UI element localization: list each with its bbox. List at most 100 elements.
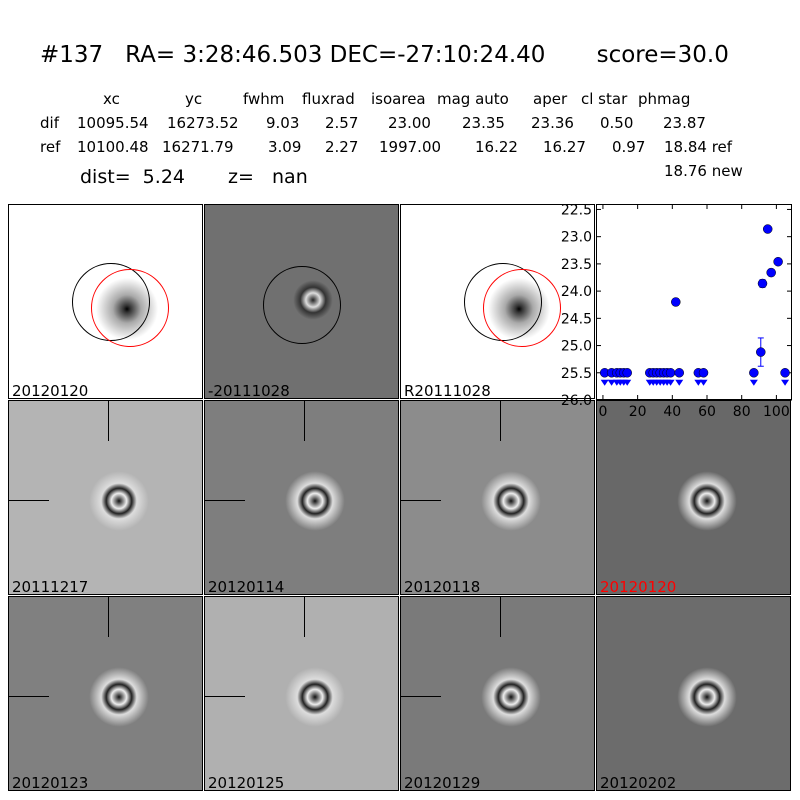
stamp-date-label: 20120118 <box>404 578 481 595</box>
crosshair-horizontal <box>9 500 49 501</box>
y-tick-label: 24.0 <box>561 284 592 300</box>
crosshair-vertical <box>304 401 305 441</box>
ref-value: 10100.48 <box>77 138 149 156</box>
y-tick-label: 23.5 <box>561 257 592 273</box>
page-title: #137 RA= 3:28:46.503 DEC=-27:10:24.40 sc… <box>40 42 729 68</box>
crosshair-horizontal <box>205 500 245 501</box>
stamp-date-label: 20120129 <box>404 774 481 791</box>
image-stamp: 20120114 <box>204 400 399 595</box>
ref-value: 3.09 <box>268 138 302 156</box>
column-header: isoarea <box>371 90 426 108</box>
crosshair-vertical <box>108 597 109 637</box>
light-curve-plot: 22.5 23.0 23.5 24.0 24.5 25.0 25.5 26.0 0 20 40 60 8… <box>561 202 792 420</box>
crosshair-horizontal <box>9 696 49 697</box>
redshift-value: z= nan <box>228 166 308 188</box>
dif-value: 16273.52 <box>167 114 239 132</box>
row-label-ref: ref <box>40 138 61 156</box>
image-stamp: 20120118 <box>400 400 595 595</box>
image-stamp: 20120120 <box>596 400 791 595</box>
column-header: mag auto <box>437 90 509 108</box>
stamp-date-label: 20120114 <box>208 578 285 595</box>
column-header: yc <box>185 90 203 108</box>
dif-value: 2.57 <box>325 114 359 132</box>
upper-limit-arrow <box>666 379 675 386</box>
stamp-date-label: 20120120 <box>600 578 677 595</box>
image-stamp: 20120202 <box>596 596 791 791</box>
dist-value: dist= 5.24 <box>80 166 185 188</box>
x-tick-label: 20 <box>629 404 647 420</box>
stamp-date-label: 20120202 <box>600 774 677 791</box>
stamp-date-label: 20120123 <box>12 774 89 791</box>
column-header: xc <box>103 90 120 108</box>
crosshair-vertical <box>500 401 501 441</box>
row-label-dif: dif <box>40 114 59 132</box>
crosshair-horizontal <box>401 696 441 697</box>
upper-limit-point <box>698 368 709 378</box>
x-tick-label: 100 <box>763 404 790 420</box>
upper-limit-arrow <box>781 379 790 386</box>
source-residual <box>285 667 345 727</box>
ref-value: 2.27 <box>325 138 359 156</box>
source-residual <box>285 471 345 531</box>
x-tick-label: 40 <box>663 404 681 420</box>
ref-value: 0.97 <box>612 138 646 156</box>
source-residual <box>677 667 737 727</box>
stamp-date-label: 20120125 <box>208 774 285 791</box>
detection-point <box>757 278 768 289</box>
new-mag: 18.76 new <box>664 162 743 180</box>
detection-point <box>766 267 776 278</box>
detection-point <box>773 256 783 267</box>
dif-value: 23.36 <box>531 114 574 132</box>
crosshair-horizontal <box>401 500 441 501</box>
plot-frame <box>596 204 792 400</box>
column-header: phmag <box>638 90 691 108</box>
column-header: cl star <box>581 90 628 108</box>
x-tick-label: 0 <box>598 404 607 420</box>
y-tick-label: 24.5 <box>561 311 592 327</box>
image-stamp: R20111028 <box>400 204 595 399</box>
dif-circle <box>91 269 169 347</box>
crosshair-vertical <box>304 597 305 637</box>
source-residual <box>481 667 541 727</box>
ref-value: 18.84 ref <box>664 138 733 156</box>
y-tick-label: 25.0 <box>561 339 592 355</box>
column-header: fwhm <box>243 90 285 108</box>
detection-point <box>756 347 766 357</box>
image-stamp: 20120123 <box>8 596 203 791</box>
image-stamp: -20111028 <box>204 204 399 399</box>
stamp-date-label: 20120120 <box>12 382 89 399</box>
y-tick-label: 23.0 <box>561 230 592 246</box>
source-residual <box>481 471 541 531</box>
column-header: aper <box>533 90 568 108</box>
image-stamp: 20120125 <box>204 596 399 791</box>
source-residual <box>677 471 737 531</box>
upper-limit-arrow <box>607 379 616 386</box>
image-stamp: 20120120 <box>8 204 203 399</box>
dif-value: 0.50 <box>600 114 634 132</box>
crosshair-vertical <box>108 401 109 441</box>
dif-circle <box>483 269 561 347</box>
y-tick-label: 26.0 <box>561 393 592 409</box>
ref-value: 16.22 <box>475 138 518 156</box>
image-stamp: 20111217 <box>8 400 203 595</box>
upper-limit-arrow <box>749 379 758 386</box>
upper-limit-arrow <box>694 379 703 386</box>
stamp-date-label: R20111028 <box>404 382 491 399</box>
image-stamp: 20120129 <box>400 596 595 791</box>
crosshair-horizontal <box>205 696 245 697</box>
crosshair-vertical <box>500 597 501 637</box>
upper-limit-point <box>665 368 676 378</box>
x-tick-label: 60 <box>698 404 716 420</box>
dif-value: 23.87 <box>663 114 706 132</box>
upper-limit-point <box>780 368 790 378</box>
ref-value: 16.27 <box>543 138 586 156</box>
y-tick-label: 22.5 <box>561 202 592 218</box>
dif-value: 10095.54 <box>77 114 149 132</box>
upper-limit-point <box>749 368 759 378</box>
y-tick-label: 25.5 <box>561 366 592 382</box>
dif-value: 23.35 <box>462 114 505 132</box>
dif-value: 23.00 <box>388 114 431 132</box>
upper-limit-arrow <box>699 379 708 386</box>
upper-limit-point <box>622 368 632 378</box>
dif-value: 9.03 <box>266 114 300 132</box>
